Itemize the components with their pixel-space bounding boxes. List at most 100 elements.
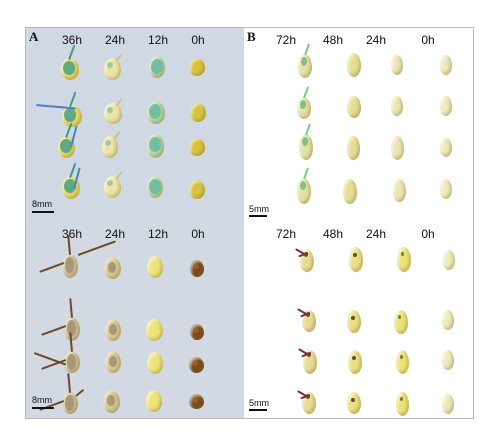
seed [391,96,403,116]
stain-spot [64,179,76,193]
scale-bar [249,409,267,411]
seed [394,310,408,334]
stain-spot [65,395,74,411]
stain-spot [351,316,355,320]
stain-spot [107,107,113,113]
radicle [303,167,310,180]
time-header: 48h [322,33,344,47]
seed [146,390,162,412]
stain-spot [149,179,161,194]
time-header: 36h [61,227,83,241]
stain-spot [65,257,74,273]
stain-spot [192,397,198,403]
seed [297,178,311,204]
seed [190,324,204,340]
seed [442,350,454,370]
time-header: 72h [275,33,297,47]
seed [299,134,313,160]
seed [347,310,361,333]
stain-spot [107,180,113,186]
seed [105,351,121,373]
stain-spot [400,397,403,401]
radicle [303,86,310,99]
time-header: 72h [275,227,297,241]
time-header: 36h [61,33,83,47]
panel-b-bottom: 72h 48h 24h 0h 5mm [244,222,473,418]
seed [442,394,454,414]
panel-label-b: B [247,29,256,44]
stain-spot [107,395,115,406]
stain-spot [193,263,199,269]
stain-spot [64,108,76,122]
stain-spot [398,315,401,319]
seed [189,138,205,156]
seed [440,55,452,75]
panel-b-top: B 72h 48h 24h 0h 5mm [244,28,473,222]
seed [348,350,362,374]
time-header: 0h [421,227,435,241]
stain-spot [353,253,357,257]
stain-spot [67,320,76,336]
radicle [41,325,67,336]
radicle [75,388,85,397]
radicle [115,53,123,62]
time-header: 24h [365,227,387,241]
seed [62,392,78,414]
radicle [67,372,71,394]
time-header: 0h [191,33,205,47]
seed [298,54,312,78]
seed [103,390,120,413]
seed [396,392,409,416]
stain-spot [67,354,76,370]
stain-spot [149,104,161,119]
stain-spot [302,137,308,146]
radicle [77,240,116,256]
radicle [304,43,311,56]
stain-spot [63,61,75,75]
stain-spot [352,356,356,360]
seed [440,179,452,199]
seed [189,357,204,373]
scale-bar [32,211,54,213]
panel-a-bottom: 36h 24h 12h 0h 8mm [26,222,244,418]
stain-spot [149,137,161,152]
seed [347,392,361,414]
seed [391,55,403,75]
radicle [69,297,73,319]
stain-spot [192,360,198,366]
seed [397,247,411,272]
stain-spot [107,62,113,68]
seed [190,103,206,122]
seed [104,103,122,124]
seed [440,138,452,157]
stain-spot [400,355,403,359]
radicle [39,262,65,273]
seed [146,319,163,341]
time-header: 24h [104,33,126,47]
stain-spot [105,140,111,146]
seed [104,58,121,80]
seed [147,352,163,374]
radicle [305,123,312,136]
stain-spot [351,398,355,402]
time-header: 0h [421,33,435,47]
scale-label: 8mm [32,199,52,209]
stain-spot [60,139,72,153]
seed [442,310,454,330]
seed [396,350,409,374]
scale-bar [32,407,54,409]
seed [64,351,80,373]
time-header: 0h [191,227,205,241]
seed [62,254,78,278]
stain-spot [301,57,307,66]
seed [102,136,118,158]
seed [391,136,404,160]
stain-spot [151,59,163,74]
seed [149,56,165,78]
seed [440,96,452,116]
seed [190,260,204,277]
seed [104,176,121,198]
seed [62,105,82,127]
time-header: 48h [322,227,344,241]
seed [147,176,163,198]
